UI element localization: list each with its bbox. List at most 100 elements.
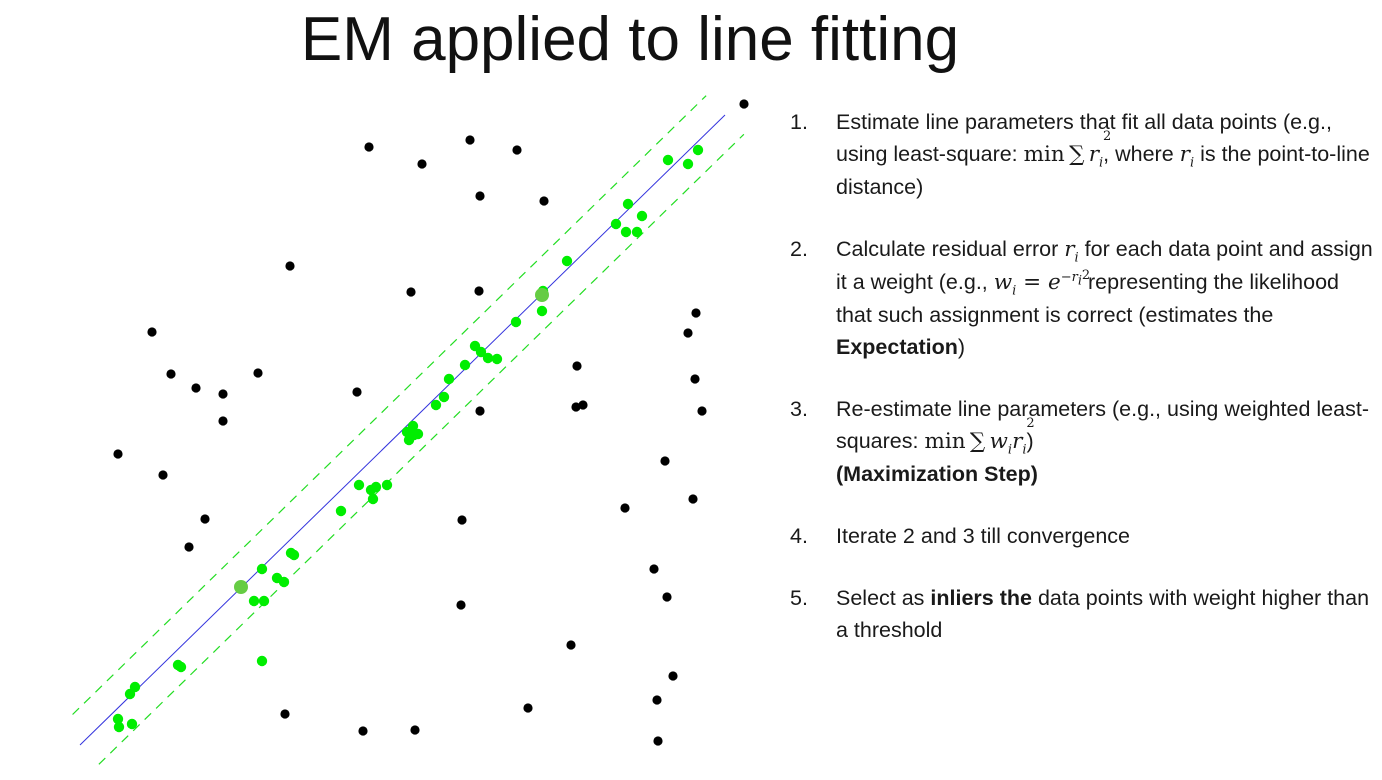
outlier-point xyxy=(649,564,659,574)
outlier-point xyxy=(620,503,630,513)
outlier-points xyxy=(113,99,749,746)
inlier-point xyxy=(248,595,260,607)
inlier-point xyxy=(662,154,674,166)
inlier-point xyxy=(620,226,632,238)
outlier-point xyxy=(662,592,672,602)
inlier-point xyxy=(631,226,643,238)
outlier-point xyxy=(512,145,522,155)
outlier-point xyxy=(683,328,693,338)
outlier-point xyxy=(690,374,700,384)
step-number: 1. xyxy=(790,110,808,134)
outlier-point xyxy=(280,709,290,719)
outlier-point xyxy=(572,361,582,371)
step-text: Iterate 2 and 3 till convergence xyxy=(836,524,1131,548)
inlier-point xyxy=(256,563,268,575)
outlier-point xyxy=(539,196,549,206)
r-i-symbol: ri xyxy=(1064,237,1079,266)
step-text: Calculate residual error ri for each dat… xyxy=(836,237,1373,359)
band-line-lower xyxy=(70,95,707,718)
inlier-point xyxy=(367,493,379,505)
step-text: Select as inliers the data points with w… xyxy=(836,586,1370,642)
outlier-point xyxy=(406,287,416,297)
outlier-point xyxy=(352,387,362,397)
step-number: 3. xyxy=(790,397,808,421)
outlier-point xyxy=(218,389,228,399)
inlier-point xyxy=(443,373,455,385)
step-4: 4. Iterate 2 and 3 till convergence xyxy=(790,520,1380,552)
outlier-point xyxy=(668,671,678,681)
inlier-point xyxy=(335,505,347,517)
inlier-point xyxy=(459,359,471,371)
slide-title: EM applied to line fitting xyxy=(300,5,960,74)
inlier-point xyxy=(475,346,487,358)
inlier-point xyxy=(536,305,548,317)
outlier-point xyxy=(113,449,123,459)
step-number: 5. xyxy=(790,586,808,610)
outlier-point xyxy=(253,368,263,378)
step-text: Re-estimate line parameters (e.g., using… xyxy=(836,397,1369,486)
outlier-point xyxy=(358,726,368,736)
inlier-point xyxy=(430,399,442,411)
outlier-point xyxy=(364,142,374,152)
outlier-point xyxy=(691,308,701,318)
inlier-point xyxy=(412,428,424,440)
inlier-point xyxy=(381,479,393,491)
inlier-point xyxy=(682,158,694,170)
inlier-point xyxy=(112,713,124,725)
inlier-point xyxy=(438,391,450,403)
outlier-point xyxy=(739,99,749,109)
outlier-point xyxy=(523,703,533,713)
inlier-point xyxy=(258,595,270,607)
outlier-point xyxy=(474,286,484,296)
inlier-point xyxy=(482,352,494,364)
inlier-point xyxy=(353,479,365,491)
weighted-least-squares-formula: min ∑ wiri 2 xyxy=(924,416,1035,458)
step-3: 3. Re-estimate line parameters (e.g., us… xyxy=(790,393,1380,490)
step-5: 5. Select as inliers the data points wit… xyxy=(790,582,1380,646)
outlier-point xyxy=(566,640,576,650)
step-text: Estimate line parameters that fit all da… xyxy=(836,110,1370,199)
em-steps-list: 1. Estimate line parameters that fit all… xyxy=(790,106,1380,676)
outlier-point xyxy=(191,383,201,393)
inlier-point xyxy=(636,210,648,222)
outlier-point xyxy=(200,514,210,524)
step-1: 1. Estimate line parameters that fit all… xyxy=(790,106,1380,203)
inlier-point xyxy=(124,688,136,700)
inlier-point xyxy=(510,316,522,328)
outlier-point xyxy=(456,600,466,610)
outlier-point xyxy=(697,406,707,416)
outlier-point xyxy=(147,327,157,337)
outlier-point xyxy=(285,261,295,271)
outlier-point xyxy=(410,725,420,735)
step-number: 4. xyxy=(790,524,808,548)
outlier-point xyxy=(457,515,467,525)
inlier-point xyxy=(278,576,290,588)
inlier-point xyxy=(561,255,573,267)
outlier-point xyxy=(465,135,475,145)
seed-point xyxy=(535,288,549,302)
weight-formula: wi = e−ri 2 xyxy=(993,267,1091,299)
inlier-point xyxy=(175,661,187,673)
outlier-point xyxy=(653,736,663,746)
inlier-point xyxy=(370,481,382,493)
min-sum-r-squared-formula: min ∑ ri 2 xyxy=(1023,129,1112,171)
outlier-point xyxy=(475,406,485,416)
outlier-point xyxy=(578,400,588,410)
inlier-band xyxy=(70,95,745,765)
inlier-point xyxy=(610,218,622,230)
inlier-point xyxy=(126,718,138,730)
inlier-point xyxy=(491,353,503,365)
outlier-point xyxy=(571,402,581,412)
line-fitting-figure xyxy=(70,95,749,765)
inlier-point xyxy=(622,198,634,210)
inlier-point xyxy=(113,721,125,733)
outlier-point xyxy=(166,369,176,379)
inlier-point xyxy=(692,144,704,156)
outlier-point xyxy=(660,456,670,466)
seed-points xyxy=(234,288,549,594)
seed-point xyxy=(234,580,248,594)
band-line-upper xyxy=(98,133,745,765)
outlier-point xyxy=(417,159,427,169)
step-2: 2. Calculate residual error ri for each … xyxy=(790,233,1380,363)
outlier-point xyxy=(158,470,168,480)
